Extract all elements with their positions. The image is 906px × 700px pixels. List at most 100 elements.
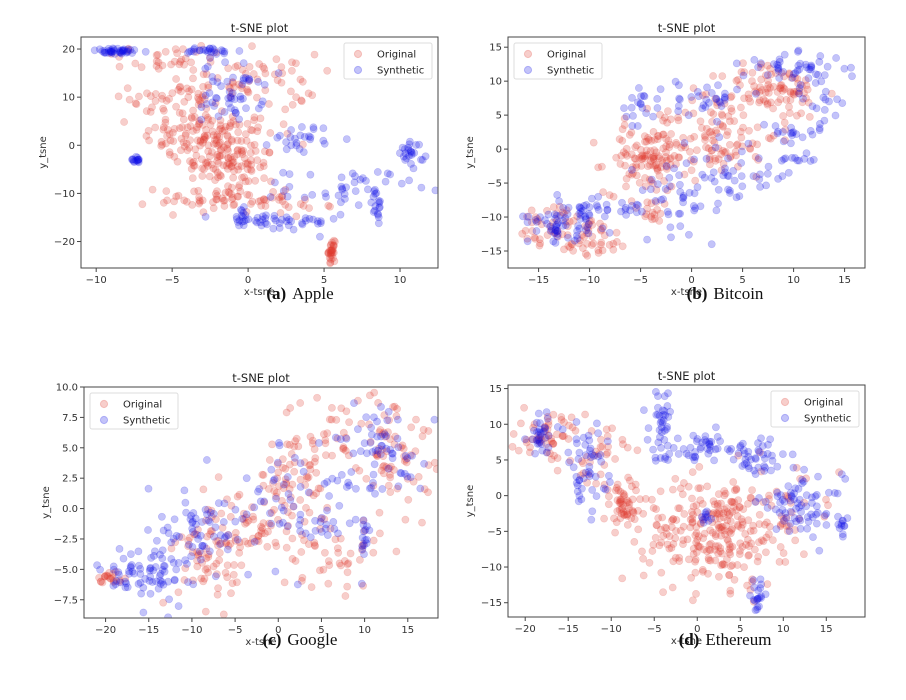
point-original bbox=[688, 96, 697, 105]
point-original bbox=[313, 393, 321, 402]
point-synthetic bbox=[543, 414, 552, 423]
point-synthetic bbox=[572, 479, 581, 487]
point-synthetic bbox=[815, 126, 824, 135]
point-synthetic bbox=[217, 82, 225, 90]
point-original bbox=[316, 525, 325, 533]
point-original bbox=[168, 128, 177, 137]
point-original bbox=[219, 143, 228, 152]
point-synthetic bbox=[767, 466, 775, 475]
point-original bbox=[297, 577, 306, 585]
point-original bbox=[273, 460, 282, 469]
point-synthetic bbox=[287, 217, 295, 226]
point-synthetic bbox=[342, 483, 351, 491]
point-synthetic bbox=[657, 195, 665, 204]
point-original bbox=[281, 105, 290, 114]
point-synthetic bbox=[108, 47, 117, 56]
point-synthetic bbox=[643, 435, 652, 444]
point-original bbox=[247, 539, 255, 547]
point-synthetic bbox=[388, 454, 397, 463]
point-synthetic bbox=[359, 520, 368, 529]
point-original bbox=[174, 191, 183, 200]
point-original bbox=[532, 436, 541, 444]
point-synthetic bbox=[787, 129, 795, 138]
point-synthetic bbox=[400, 469, 409, 478]
point-original bbox=[727, 92, 736, 100]
x-tick-label: −20 bbox=[95, 625, 116, 636]
point-original bbox=[187, 58, 195, 67]
point-original bbox=[151, 123, 160, 132]
point-synthetic bbox=[202, 100, 211, 108]
point-synthetic bbox=[812, 70, 820, 79]
point-original bbox=[298, 77, 307, 86]
point-synthetic bbox=[403, 454, 412, 463]
point-original bbox=[294, 442, 303, 451]
point-synthetic bbox=[813, 509, 822, 517]
point-original bbox=[247, 160, 256, 169]
point-original bbox=[718, 549, 726, 558]
point-synthetic bbox=[653, 104, 662, 112]
point-original bbox=[224, 187, 233, 196]
point-synthetic bbox=[286, 495, 295, 504]
point-original bbox=[226, 119, 235, 127]
point-original bbox=[251, 176, 260, 185]
point-original bbox=[329, 242, 338, 251]
point-original bbox=[217, 509, 226, 518]
point-synthetic bbox=[715, 133, 724, 142]
point-original bbox=[194, 89, 203, 98]
point-original bbox=[717, 166, 726, 175]
point-original bbox=[705, 155, 714, 164]
point-original bbox=[596, 219, 604, 228]
point-original bbox=[622, 498, 631, 507]
point-original bbox=[632, 171, 641, 180]
x-tick-label: −20 bbox=[515, 624, 536, 635]
point-original bbox=[722, 521, 730, 530]
point-original bbox=[247, 125, 255, 134]
point-synthetic bbox=[218, 47, 227, 56]
point-original bbox=[254, 532, 263, 541]
point-synthetic bbox=[141, 575, 150, 583]
x-tick-label: −5 bbox=[228, 625, 243, 636]
point-original bbox=[700, 131, 709, 140]
point-synthetic bbox=[661, 185, 670, 193]
point-synthetic bbox=[363, 185, 372, 194]
point-synthetic bbox=[757, 59, 765, 68]
chart-title: t-SNE plot bbox=[231, 21, 289, 35]
point-original bbox=[711, 154, 719, 163]
point-synthetic bbox=[689, 202, 698, 210]
point-original bbox=[707, 108, 715, 117]
point-synthetic bbox=[838, 530, 847, 538]
point-synthetic bbox=[388, 449, 396, 458]
point-synthetic bbox=[721, 168, 729, 177]
point-original bbox=[218, 194, 227, 203]
point-original bbox=[702, 90, 710, 99]
point-synthetic bbox=[676, 180, 684, 189]
point-synthetic bbox=[622, 210, 630, 219]
point-original bbox=[222, 538, 231, 547]
point-original bbox=[740, 563, 748, 571]
point-original bbox=[592, 479, 600, 488]
point-original bbox=[300, 536, 308, 545]
point-synthetic bbox=[542, 448, 551, 457]
point-synthetic bbox=[123, 48, 132, 56]
point-synthetic bbox=[328, 474, 337, 483]
point-original bbox=[187, 114, 196, 123]
point-synthetic bbox=[674, 209, 683, 218]
point-original bbox=[306, 489, 314, 497]
point-original bbox=[185, 534, 194, 542]
point-original bbox=[377, 466, 386, 475]
point-original bbox=[688, 507, 696, 516]
point-synthetic bbox=[377, 402, 385, 411]
point-synthetic bbox=[751, 454, 760, 462]
point-synthetic bbox=[251, 216, 260, 225]
point-original bbox=[245, 191, 254, 200]
point-synthetic bbox=[361, 536, 370, 544]
point-original bbox=[393, 484, 402, 493]
point-original bbox=[645, 558, 654, 567]
point-synthetic bbox=[208, 77, 217, 86]
point-original bbox=[204, 141, 213, 150]
point-original bbox=[280, 501, 289, 510]
point-original bbox=[323, 429, 332, 438]
point-original bbox=[418, 432, 427, 441]
point-synthetic bbox=[847, 63, 855, 72]
